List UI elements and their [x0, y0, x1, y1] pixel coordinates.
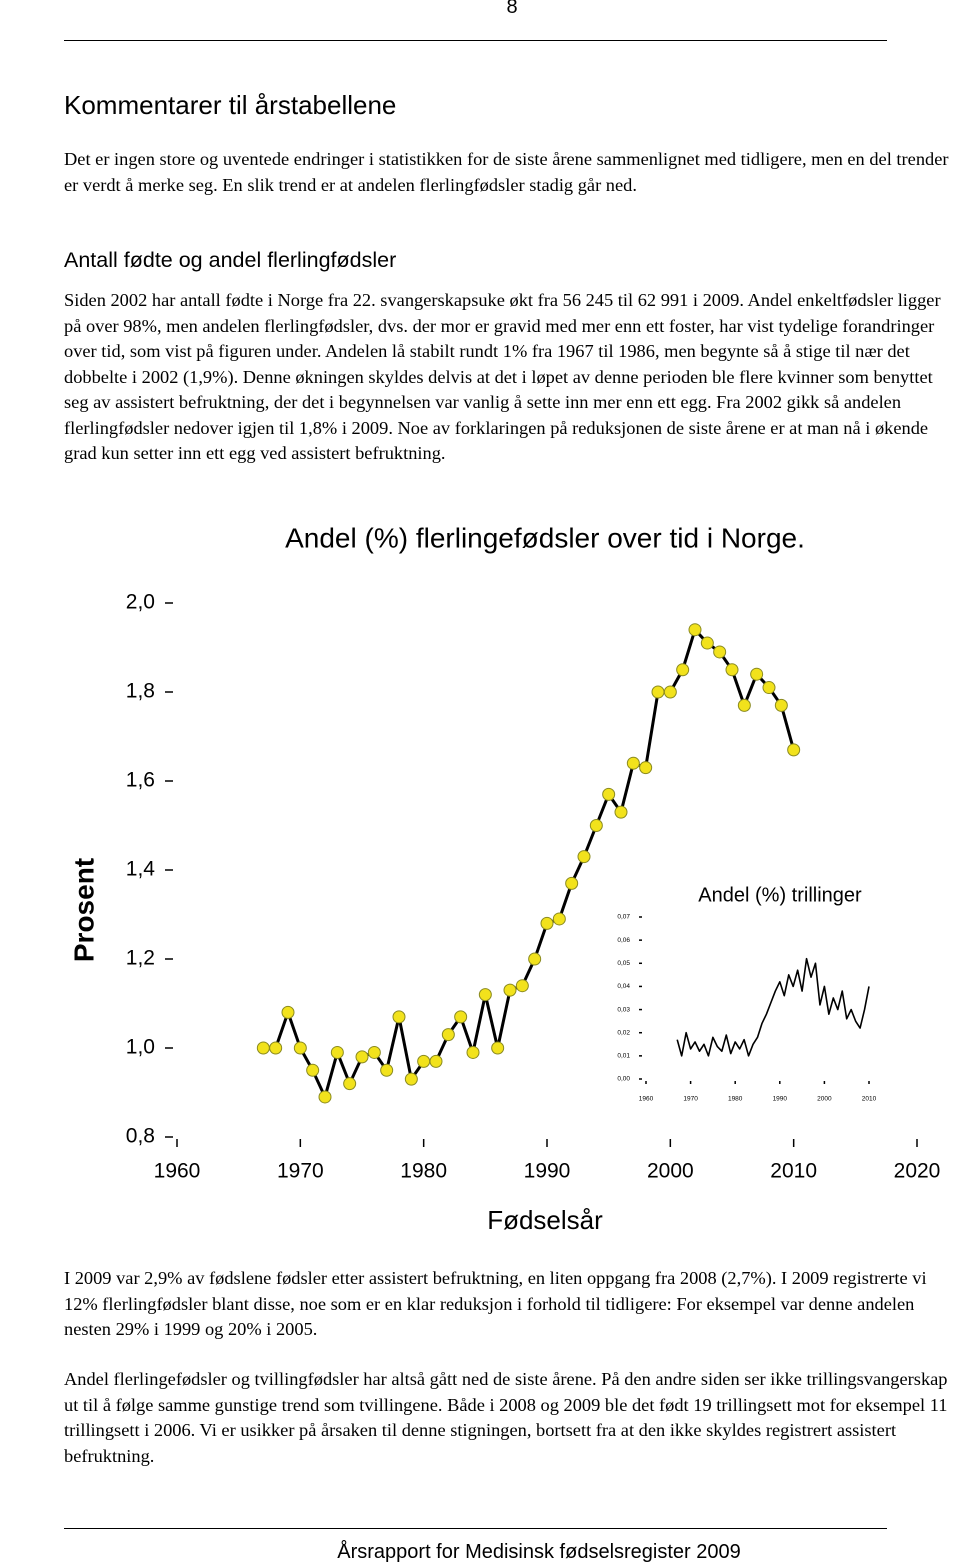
data-point	[330, 1045, 344, 1059]
data-point	[417, 1054, 431, 1068]
data-point	[700, 636, 714, 650]
y-tick-label: 1,6	[126, 769, 155, 792]
data-point	[281, 1005, 295, 1019]
data-point	[589, 819, 603, 832]
footer-rule	[64, 1528, 887, 1529]
x-tick-label: 1970	[277, 1160, 324, 1183]
data-point	[725, 663, 739, 677]
data-point	[626, 756, 640, 770]
x-tick-label: 1980	[400, 1160, 447, 1183]
page-number: 8	[506, 0, 518, 18]
footer: Årsrapport for Medisinsk fødselsregister…	[337, 1541, 741, 1563]
x-tick-label: 1990	[524, 1160, 571, 1183]
data-point	[639, 761, 653, 775]
x-tick-label: 2000	[647, 1160, 694, 1183]
section-title: Antall fødte og andel flerlingfødsler	[64, 248, 397, 272]
y-tick-label: 0,00	[617, 1076, 630, 1083]
x-tick-label: 1990	[773, 1096, 788, 1103]
y-tick-label: 1,0	[126, 1036, 155, 1059]
x-tick-label: 2020	[894, 1160, 941, 1183]
y-tick-label: 1,4	[126, 858, 156, 881]
data-point	[540, 916, 554, 930]
y-tick-label: 0,8	[126, 1125, 155, 1148]
y-tick-label: 0,04	[617, 983, 630, 990]
y-tick-label: 0,07	[617, 914, 630, 921]
data-point	[651, 685, 665, 699]
data-point	[466, 1045, 480, 1059]
data-point	[602, 787, 616, 801]
data-point	[367, 1045, 381, 1059]
y-tick-label: 0,05	[617, 960, 630, 967]
figure: Andel (%) flerlingefødsler over tid i No…	[68, 522, 941, 1235]
chart-title: Andel (%) flerlingefødsler over tid i No…	[285, 522, 805, 553]
y-tick-label: 0,03	[617, 1006, 630, 1013]
data-point	[343, 1077, 357, 1091]
x-tick-label: 1960	[639, 1096, 654, 1103]
data-point	[774, 698, 788, 712]
data-point	[762, 681, 776, 695]
series-line	[263, 628, 796, 1099]
x-tick-label: 1980	[728, 1096, 743, 1103]
data-point	[552, 912, 566, 926]
y-tick-label: 1,8	[126, 680, 155, 703]
data-point	[663, 685, 677, 699]
y-tick-label: 1,2	[126, 947, 155, 970]
data-point	[515, 979, 529, 993]
x-tick-label: 2010	[770, 1160, 817, 1183]
data-point	[293, 1041, 307, 1055]
chart-title: Andel (%) trillinger	[698, 884, 862, 906]
intro: Det er ingen store og uventede endringer…	[64, 149, 949, 195]
data-point	[318, 1090, 332, 1104]
data-point	[503, 983, 517, 997]
data-point	[688, 623, 702, 637]
paragraph: Andel flerlingefødsler og tvillingfødsle…	[64, 1369, 948, 1466]
data-point	[269, 1041, 283, 1055]
x-axis-label: Fødselsår	[487, 1205, 603, 1235]
data-point	[478, 988, 492, 1002]
y-axis-label: Prosent	[68, 858, 99, 962]
section-text: Siden 2002 har antall fødte i Norge fra …	[64, 290, 941, 463]
header-rule	[64, 40, 887, 41]
data-point	[454, 1010, 468, 1024]
data-point	[491, 1041, 505, 1055]
data-point	[528, 952, 542, 966]
x-tick-label: 2010	[862, 1096, 877, 1103]
x-tick-label: 2000	[817, 1096, 832, 1103]
data-point	[355, 1050, 369, 1064]
x-tick-label: 1970	[683, 1096, 698, 1103]
data-point	[441, 1028, 455, 1042]
data-point	[404, 1072, 418, 1086]
paragraph: I 2009 var 2,9% av fødslene fødsler ette…	[64, 1268, 927, 1339]
series-line	[676, 957, 870, 1057]
y-tick-label: 0,01	[617, 1053, 630, 1060]
data-point	[614, 805, 628, 819]
data-point	[256, 1041, 270, 1055]
data-point	[565, 876, 579, 890]
y-tick-label: 0,02	[617, 1029, 630, 1036]
data-point	[429, 1054, 443, 1068]
data-point	[737, 698, 751, 712]
data-point	[676, 663, 690, 677]
data-point	[306, 1063, 320, 1077]
data-point	[750, 667, 764, 681]
data-point	[392, 1010, 406, 1024]
data-point	[577, 850, 591, 864]
data-point	[713, 645, 727, 659]
data-point	[787, 743, 801, 757]
data-point	[380, 1063, 394, 1077]
x-tick-label: 1960	[154, 1160, 201, 1183]
heading: Kommentarer til årstabellene	[64, 90, 397, 120]
y-tick-label: 2,0	[126, 591, 155, 614]
y-tick-label: 0,06	[617, 937, 630, 944]
